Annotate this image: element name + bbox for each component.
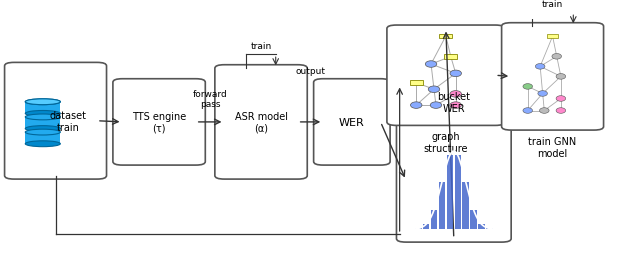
Ellipse shape [26, 130, 60, 135]
Ellipse shape [450, 71, 461, 77]
FancyBboxPatch shape [410, 81, 422, 86]
Text: output: output [296, 67, 326, 76]
FancyBboxPatch shape [444, 55, 457, 60]
FancyBboxPatch shape [440, 35, 452, 39]
Ellipse shape [538, 91, 547, 97]
Ellipse shape [450, 102, 461, 109]
Text: WER: WER [339, 117, 365, 128]
FancyBboxPatch shape [547, 35, 558, 39]
FancyBboxPatch shape [396, 119, 511, 242]
Ellipse shape [523, 108, 532, 114]
Ellipse shape [428, 87, 440, 93]
Ellipse shape [556, 96, 566, 102]
Ellipse shape [26, 126, 60, 132]
FancyBboxPatch shape [26, 133, 60, 144]
Ellipse shape [410, 102, 422, 109]
Text: forward
pass: forward pass [193, 89, 227, 108]
Text: train: train [250, 41, 272, 50]
FancyBboxPatch shape [502, 24, 604, 131]
Ellipse shape [26, 141, 60, 147]
FancyBboxPatch shape [4, 63, 106, 179]
Ellipse shape [552, 54, 561, 60]
Ellipse shape [26, 99, 60, 105]
FancyBboxPatch shape [314, 80, 390, 165]
Ellipse shape [540, 108, 549, 114]
FancyBboxPatch shape [387, 26, 505, 126]
Ellipse shape [26, 111, 60, 117]
Text: bucket
WER: bucket WER [437, 92, 470, 113]
Text: graph
structure: graph structure [424, 132, 468, 153]
Ellipse shape [26, 115, 60, 120]
Text: train: train [542, 0, 563, 8]
Ellipse shape [26, 99, 60, 105]
Ellipse shape [556, 108, 566, 114]
Ellipse shape [523, 84, 532, 90]
Text: train GNN
model: train GNN model [529, 136, 577, 158]
Ellipse shape [430, 102, 442, 109]
Ellipse shape [450, 91, 461, 98]
Text: ASR model
(α): ASR model (α) [234, 112, 287, 133]
Text: dataset
train: dataset train [49, 110, 86, 132]
FancyBboxPatch shape [113, 80, 205, 165]
FancyBboxPatch shape [26, 117, 60, 129]
Ellipse shape [536, 64, 545, 70]
Text: TTS engine
(τ): TTS engine (τ) [132, 112, 186, 133]
Ellipse shape [556, 74, 566, 80]
Ellipse shape [426, 61, 436, 68]
FancyBboxPatch shape [215, 66, 307, 179]
FancyBboxPatch shape [26, 102, 60, 114]
